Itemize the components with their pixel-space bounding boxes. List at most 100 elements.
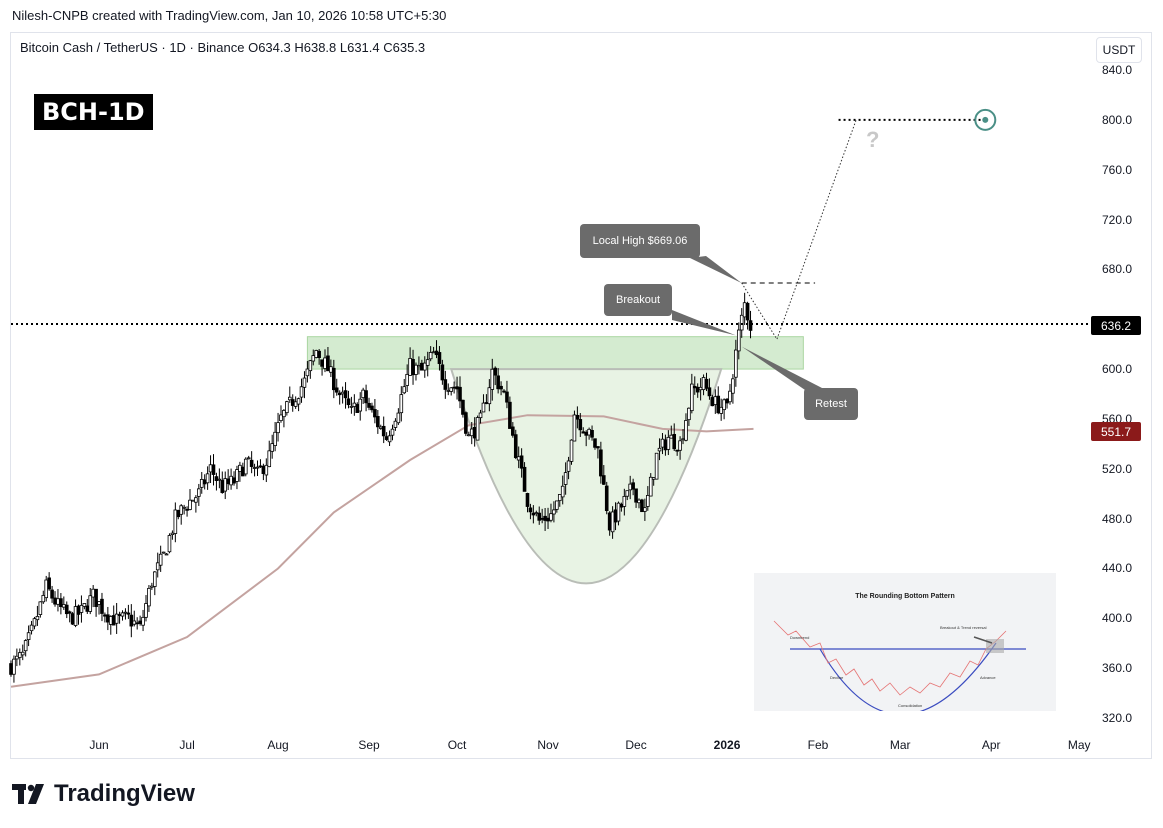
x-tick-label: Jul: [179, 738, 195, 752]
candle-body: [261, 465, 266, 474]
candle-body: [713, 396, 718, 405]
candle-body: [182, 506, 186, 509]
candle-body: [214, 476, 219, 481]
candle-body: [534, 512, 539, 515]
candle-body: [569, 439, 574, 462]
candle-body: [287, 396, 292, 401]
currency-button[interactable]: USDT: [1096, 37, 1142, 63]
candle-body: [519, 455, 524, 469]
inset-label-decline: Decline: [830, 675, 844, 680]
candle-body: [211, 464, 216, 475]
candle-body: [59, 598, 63, 608]
candle-body: [704, 378, 709, 389]
candle-body: [70, 613, 75, 625]
y-tick-label: 840.0: [1102, 63, 1133, 77]
candle-body: [663, 439, 668, 451]
x-tick-label: Mar: [889, 738, 911, 752]
candle-body: [411, 358, 415, 376]
candle-body: [443, 379, 448, 390]
candle-body: [285, 401, 289, 414]
candle-body: [355, 404, 360, 413]
candle-body: [126, 612, 131, 615]
y-tick-label: 760.0: [1102, 162, 1133, 177]
inset-label-breakout: Breakout & Trend reversal: [940, 625, 987, 630]
candle-body: [466, 434, 471, 437]
candle-body: [484, 402, 489, 404]
candle-body: [420, 362, 424, 371]
candle-body: [158, 553, 163, 566]
candle-body: [9, 663, 13, 675]
candle-body: [290, 399, 295, 406]
callout-breakout: Breakout: [604, 284, 672, 316]
candle-body: [29, 624, 34, 632]
x-tick-label: Jun: [89, 738, 109, 752]
candle-body: [437, 352, 442, 364]
candle-body: [695, 386, 700, 393]
candle-body: [199, 478, 204, 488]
candle-body: [499, 385, 503, 390]
candle-body: [79, 604, 84, 613]
candle-body: [194, 497, 198, 503]
candle-body: [264, 464, 269, 476]
candle-body: [15, 655, 19, 660]
candle-body: [208, 464, 213, 473]
candle-body: [23, 640, 28, 652]
candle-body: [563, 472, 568, 485]
candle-body: [243, 458, 248, 475]
candle-body: [73, 606, 78, 626]
candle-body: [293, 401, 298, 407]
candle-body: [543, 515, 547, 521]
x-tick-label: 2026: [713, 738, 741, 752]
candle-body: [739, 314, 744, 331]
x-tick-label: Sep: [358, 738, 380, 752]
candle-body: [176, 510, 181, 518]
tradingview-logo[interactable]: TradingView: [12, 780, 195, 808]
candle-body: [610, 511, 615, 533]
candle-body: [370, 405, 374, 411]
candle-body: [461, 399, 465, 415]
candle-body: [728, 390, 732, 403]
candle-body: [97, 601, 101, 605]
candle-body: [719, 406, 723, 414]
candle-body: [246, 457, 251, 460]
candle-body: [540, 518, 544, 520]
candle-body: [472, 427, 477, 439]
candle-body: [646, 495, 650, 507]
candle-body: [314, 350, 318, 358]
candle-body: [346, 398, 351, 406]
candle-body: [364, 390, 368, 404]
candle-body: [581, 431, 586, 434]
candle-body: [64, 604, 69, 615]
candle-body: [103, 614, 107, 617]
candle-body: [613, 509, 618, 523]
candle-body: [651, 477, 656, 480]
candle-body: [152, 571, 157, 587]
candle-body: [590, 430, 594, 438]
candle-body: [179, 505, 184, 515]
inset-label-consolidation: Consolidation: [898, 703, 923, 708]
candle-body: [191, 499, 195, 502]
candle-body: [114, 613, 119, 624]
candle-body: [185, 508, 189, 511]
candle-body: [596, 446, 600, 449]
x-tick-label: Aug: [267, 738, 289, 752]
candle-body: [458, 386, 462, 402]
candle-body: [337, 392, 342, 396]
candle-body: [464, 412, 468, 434]
candle-body: [367, 402, 371, 408]
candle-body: [440, 364, 445, 381]
candle-body: [678, 440, 682, 451]
candle-body: [481, 402, 486, 413]
candle-body: [622, 495, 627, 507]
candle-body: [91, 588, 95, 598]
candle-body: [657, 447, 662, 452]
candle-body: [745, 302, 750, 321]
candle-body: [202, 479, 207, 485]
candle-body: [631, 482, 635, 490]
rounding-bottom-curve: [449, 368, 723, 585]
candle-body: [352, 402, 357, 407]
candle-body: [446, 389, 451, 392]
candle-body: [584, 431, 588, 436]
candle-body: [725, 398, 729, 404]
